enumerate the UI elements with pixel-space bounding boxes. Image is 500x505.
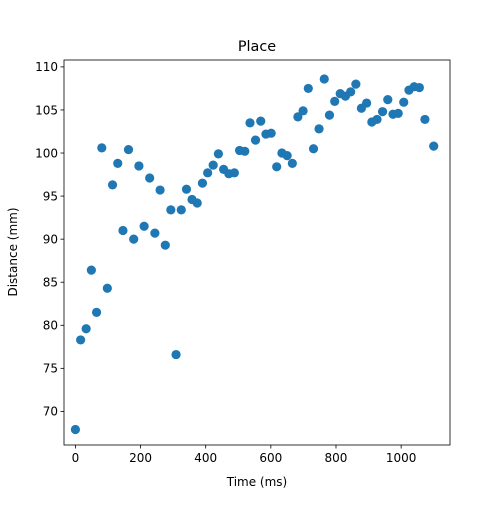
data-point [287,158,297,168]
data-point [97,143,107,153]
data-point [139,221,149,231]
data-point [330,96,340,106]
data-point [118,225,128,236]
data-point [351,79,361,89]
data-point [314,124,324,134]
data-point [107,180,118,190]
data-point [70,424,81,435]
data-point [282,151,292,161]
data-point [123,144,134,155]
data-point [346,87,356,97]
y-tick-label: 105 [35,103,58,117]
x-tick-label: 1000 [386,451,417,465]
data-point [102,283,112,293]
data-point [272,162,282,172]
x-tick-label: 800 [325,451,348,465]
data-point [250,135,261,145]
data-point [377,107,388,117]
y-tick-label: 70 [43,405,58,419]
y-tick-label: 80 [43,319,58,333]
data-point [393,108,403,119]
data-point [213,149,223,159]
data-point [256,116,266,126]
y-tick-label: 110 [35,60,58,74]
y-tick-label: 95 [43,189,58,203]
data-point [308,144,319,154]
x-tick-label: 0 [72,451,80,465]
data-point [229,168,239,178]
data-point [420,114,430,125]
y-tick-label: 90 [43,232,58,246]
data-point [266,128,276,138]
data-point [129,234,139,244]
data-point [134,161,144,171]
plot-frame [63,59,451,446]
data-point [171,349,181,360]
y-tick-label: 75 [43,362,58,376]
data-point [160,240,170,250]
data-point [303,83,313,94]
x-tick-label: 400 [194,451,217,465]
data-point [319,74,329,84]
data-point [372,114,382,125]
data-point [399,97,409,107]
data-point [240,146,250,156]
data-point [145,173,155,183]
data-point [91,307,102,317]
data-point [362,98,372,108]
data-point [155,185,165,195]
y-tick-label: 85 [43,276,58,290]
data-point [414,82,424,93]
x-tick-label: 600 [259,451,282,465]
x-axis-label: Time (ms) [226,475,288,489]
data-point [181,184,192,194]
y-axis-ticks: 70 75 80 85 90 95 100 105 110 [35,60,64,419]
data-point [76,335,86,345]
data-point [86,265,96,275]
data-point [298,106,308,116]
y-tick-label: 100 [35,146,58,160]
data-point [293,112,303,122]
data-points [70,74,439,435]
data-point [383,95,393,105]
x-axis-ticks: 0 200 400 600 800 1000 [72,445,417,465]
data-point [166,205,176,215]
data-point [192,198,202,208]
data-point [197,178,208,188]
data-point [429,141,439,151]
data-point [208,160,218,170]
data-point [324,110,335,120]
x-tick-label: 200 [129,451,152,465]
data-point [150,228,160,238]
data-point [113,158,123,168]
data-point [81,324,91,334]
data-point [245,118,255,128]
data-point [203,168,213,178]
y-axis-label: Distance (mm) [6,207,20,296]
chart-title: Place [238,39,276,55]
data-point [176,205,186,215]
